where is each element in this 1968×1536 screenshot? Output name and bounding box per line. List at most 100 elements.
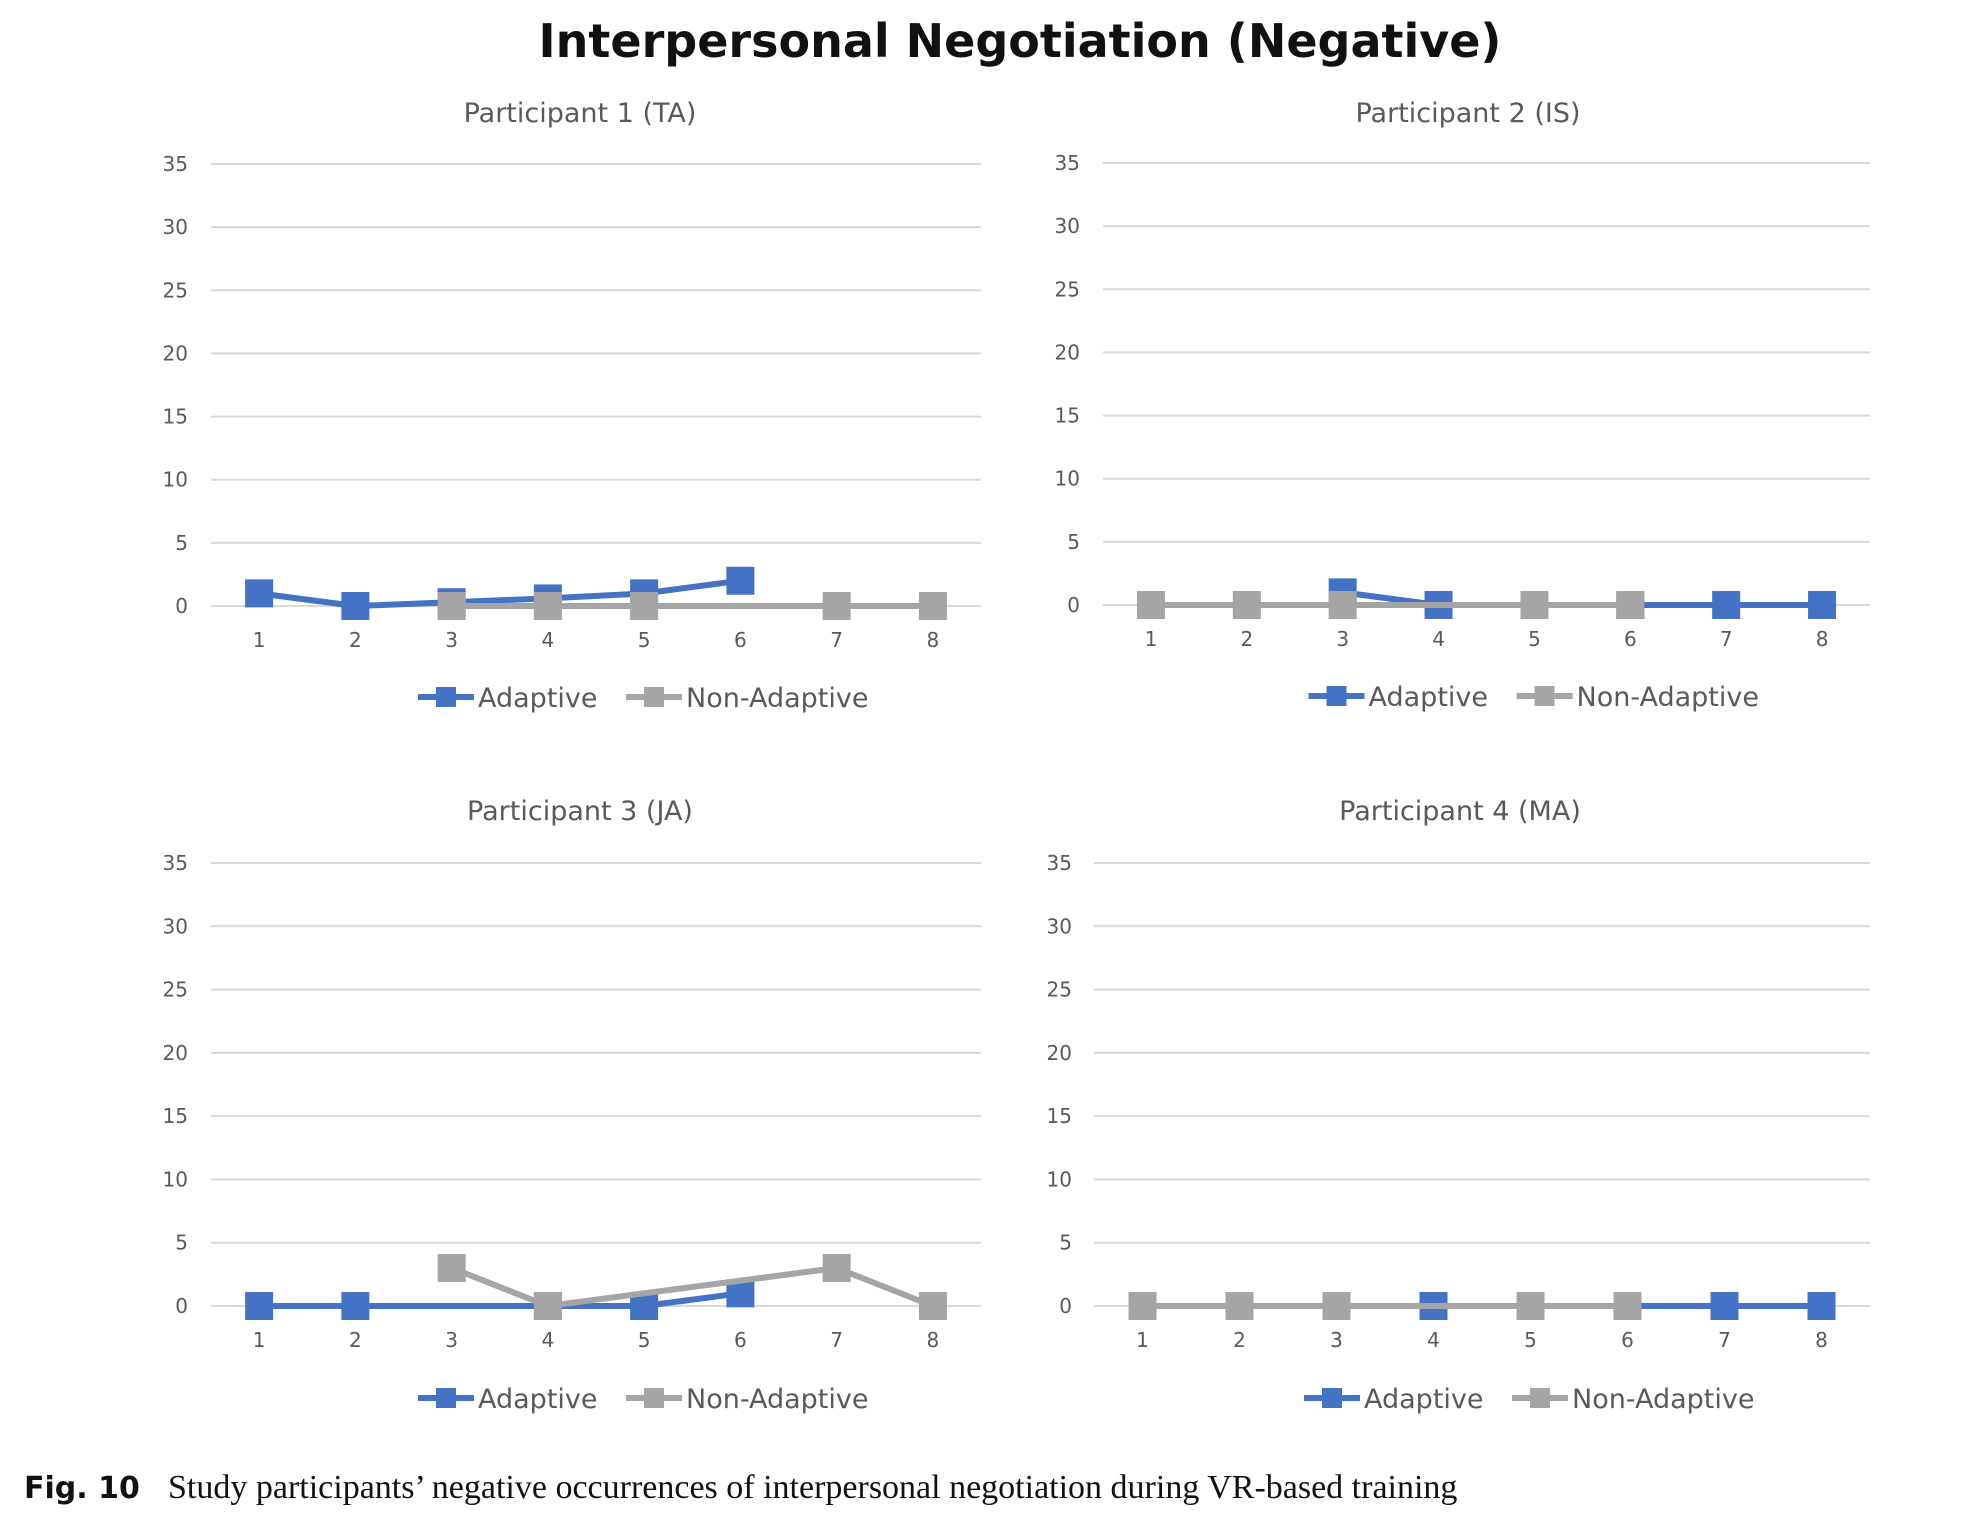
data-marker-non-adaptive (1613, 1292, 1642, 1320)
legend-swatch-marker (436, 687, 456, 707)
caption-label: Fig. 10 (24, 1471, 140, 1506)
x-tick-label: 6 (734, 1328, 747, 1352)
x-tick-label: 5 (1528, 627, 1541, 651)
data-marker-non-adaptive (1128, 1292, 1157, 1320)
y-tick-label: 5 (1059, 1231, 1072, 1255)
x-tick-label: 8 (927, 1328, 940, 1352)
caption-text: Study participants’ negative occurrences… (168, 1469, 1458, 1506)
y-tick-label: 0 (1059, 1294, 1072, 1318)
y-tick-label: 25 (1055, 277, 1080, 301)
data-marker-non-adaptive (437, 1254, 466, 1283)
y-tick-label: 15 (163, 1104, 188, 1128)
legend-label: Adaptive (478, 1384, 598, 1415)
x-tick-label: 6 (1624, 627, 1637, 651)
y-tick-label: 10 (163, 1167, 188, 1191)
y-tick-label: 30 (163, 215, 188, 239)
legend-swatch-marker (644, 687, 664, 707)
data-marker-adaptive (1807, 1292, 1836, 1320)
legend-swatch-marker (1326, 686, 1347, 706)
panel-title: Participant 1 (TA) (464, 98, 697, 129)
y-tick-label: 0 (1067, 593, 1080, 617)
y-tick-label: 15 (163, 405, 188, 429)
y-tick-label: 20 (1047, 1041, 1072, 1065)
y-tick-label: 10 (163, 468, 188, 492)
x-tick-label: 8 (1816, 627, 1829, 651)
x-tick-label: 1 (1145, 627, 1158, 651)
legend-swatch-marker (436, 1388, 456, 1408)
panel-title: Participant 3 (JA) (467, 796, 693, 827)
y-tick-label: 0 (175, 1294, 188, 1318)
legend-swatch-marker (644, 1388, 664, 1408)
data-marker-non-adaptive (1616, 591, 1645, 619)
x-tick-label: 1 (253, 628, 266, 652)
data-marker-non-adaptive (1136, 591, 1165, 619)
chart-panel-participant-1: Participant 1 (TA) 0 5 10 15 20 25 30 35 1 2 3 4 5 6 7 8… (163, 98, 981, 714)
x-tick-label: 5 (638, 628, 651, 652)
legend-label: Adaptive (1364, 1384, 1484, 1415)
data-marker-non-adaptive (918, 1292, 947, 1320)
legend-label: Non-Adaptive (686, 683, 868, 714)
y-tick-label: 5 (175, 1231, 188, 1255)
legend-swatch-marker (1530, 1388, 1550, 1408)
legend-swatch-marker (1534, 686, 1555, 706)
x-tick-label: 4 (1427, 1328, 1440, 1352)
y-tick-label: 10 (1047, 1167, 1072, 1191)
x-tick-label: 3 (1336, 627, 1349, 651)
legend-label: Non-Adaptive (1572, 1384, 1754, 1415)
chart-panel-participant-4: Participant 4 (MA) 0 5 10 15 20 25 30 35 1 2 3 4 5 6 7 8… (1047, 796, 1870, 1415)
y-tick-label: 30 (1055, 214, 1080, 238)
data-marker-non-adaptive (1516, 1292, 1545, 1320)
y-tick-label: 35 (163, 851, 188, 875)
x-tick-label: 2 (1240, 627, 1253, 651)
data-marker-adaptive (341, 592, 370, 620)
y-tick-label: 35 (1055, 151, 1080, 175)
data-marker-non-adaptive (1520, 591, 1549, 619)
y-tick-label: 25 (1047, 978, 1072, 1002)
data-marker-non-adaptive (533, 592, 562, 620)
data-marker-non-adaptive (918, 592, 947, 620)
series-line-adaptive (258, 577, 741, 609)
data-marker-non-adaptive (1328, 591, 1357, 619)
x-tick-label: 5 (638, 1328, 651, 1352)
x-tick-label: 3 (1330, 1328, 1343, 1352)
data-marker-non-adaptive (822, 1254, 851, 1283)
chart-panel-participant-2: Participant 2 (IS) 0 5 10 15 20 25 30 35 1 2 3 4 5 6 7 8… (1055, 98, 1870, 713)
data-marker-adaptive (726, 566, 755, 595)
x-tick-label: 2 (349, 1328, 362, 1352)
y-tick-label: 20 (1055, 340, 1080, 364)
data-marker-non-adaptive (630, 592, 659, 620)
y-tick-label: 15 (1047, 1104, 1072, 1128)
x-tick-label: 3 (445, 1328, 458, 1352)
data-marker-adaptive (245, 1292, 274, 1320)
y-tick-label: 0 (175, 594, 188, 618)
chart-panel-participant-3: Participant 3 (JA) 0 5 10 15 20 25 30 35 1 2 3 4 5 6 7 8… (163, 796, 981, 1415)
x-tick-label: 8 (1815, 1328, 1828, 1352)
figure-caption: Fig. 10 Study participants’ negative occ… (24, 1468, 1457, 1507)
x-tick-label: 6 (734, 628, 747, 652)
panel-title: Participant 4 (MA) (1339, 796, 1581, 827)
x-tick-label: 7 (830, 1328, 843, 1352)
y-tick-label: 30 (163, 914, 188, 938)
figure-title: Interpersonal Negotiation (Negative) (538, 14, 1502, 68)
data-marker-adaptive (341, 1292, 370, 1320)
data-marker-adaptive (1712, 591, 1741, 619)
y-tick-label: 5 (1067, 530, 1080, 554)
x-tick-label: 1 (1136, 1328, 1149, 1352)
y-tick-label: 25 (163, 978, 188, 1002)
x-tick-label: 1 (253, 1328, 266, 1352)
series-line-non-adaptive (450, 1265, 935, 1309)
x-tick-label: 8 (927, 628, 940, 652)
x-tick-label: 7 (830, 628, 843, 652)
x-tick-label: 2 (349, 628, 362, 652)
y-tick-label: 25 (163, 278, 188, 302)
y-tick-label: 35 (163, 152, 188, 176)
data-marker-adaptive (1808, 591, 1837, 619)
data-marker-non-adaptive (1225, 1292, 1254, 1320)
data-marker-adaptive (245, 579, 274, 608)
y-tick-label: 35 (1047, 851, 1072, 875)
legend-label: Adaptive (478, 683, 598, 714)
y-tick-label: 15 (1055, 404, 1080, 428)
y-tick-label: 30 (1047, 914, 1072, 938)
data-marker-non-adaptive (1322, 1292, 1351, 1320)
